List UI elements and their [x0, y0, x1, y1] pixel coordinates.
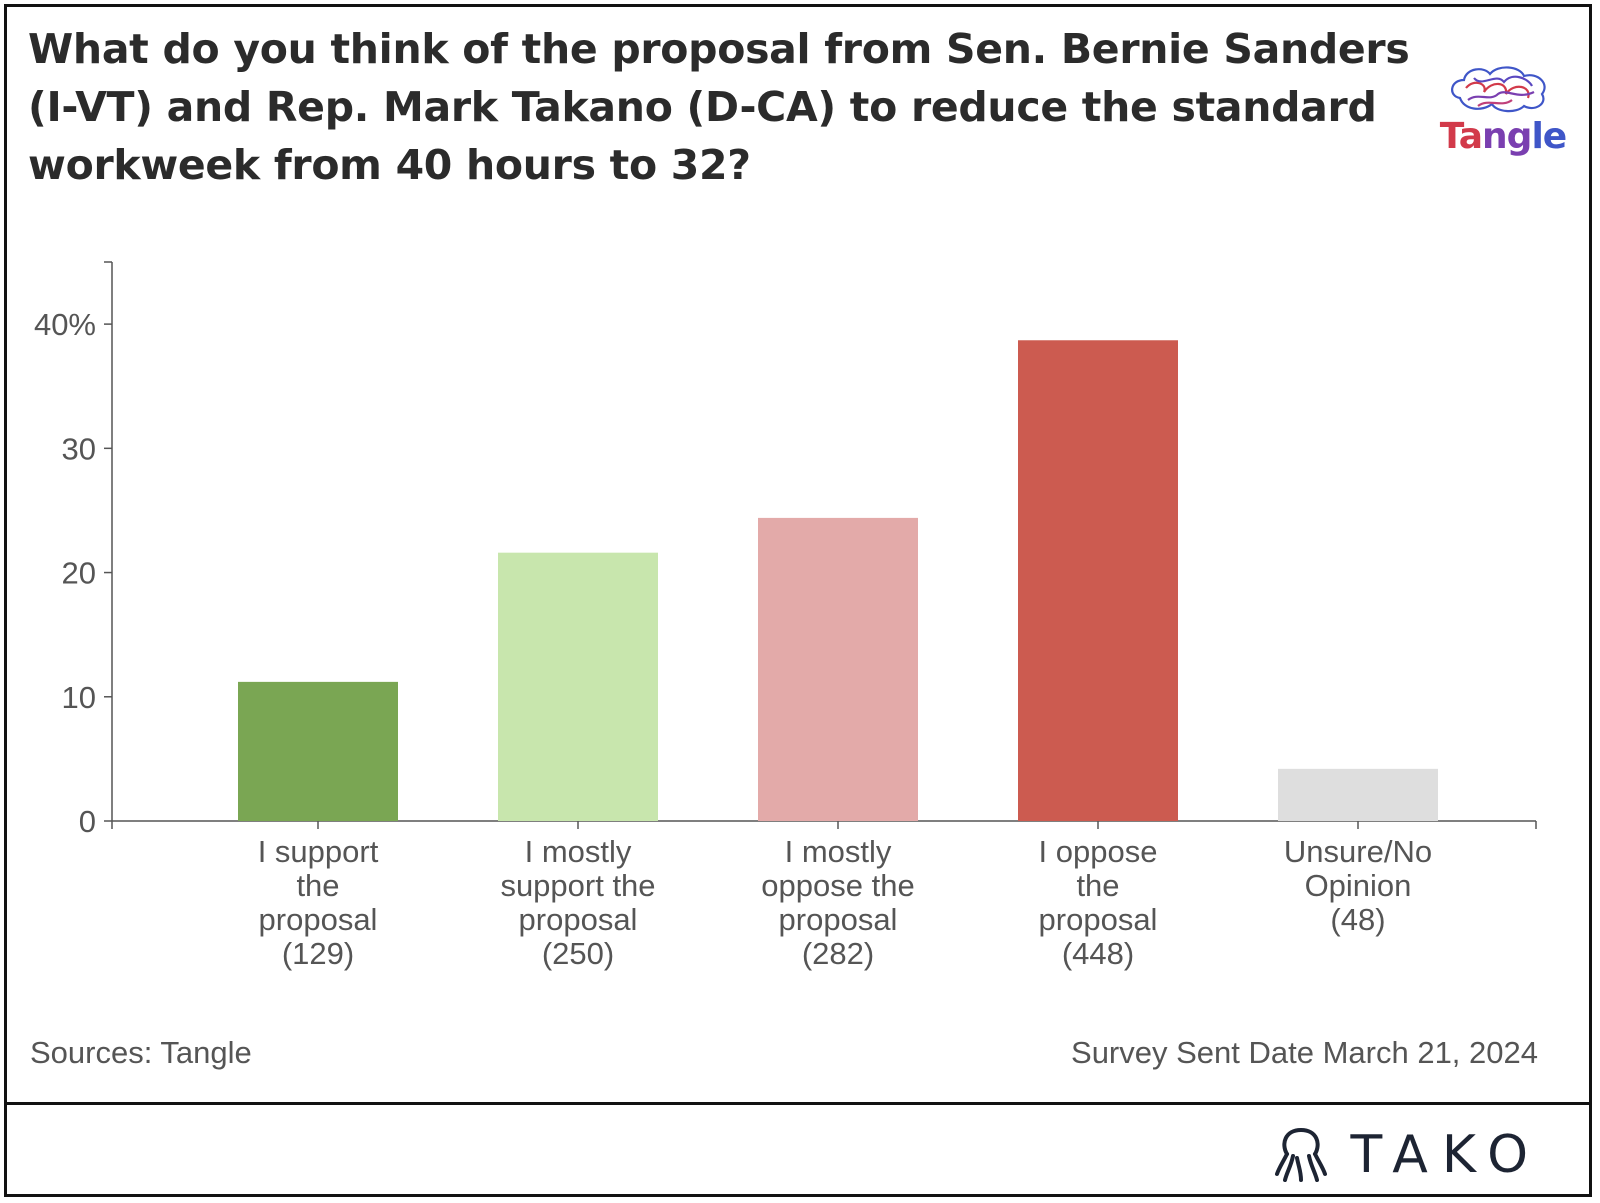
bar: [758, 517, 918, 821]
x-tick-label: Opinion: [1305, 868, 1412, 903]
x-tick-label: I mostly: [785, 834, 892, 869]
x-tick-label: (250): [542, 936, 614, 971]
x-tick-label: oppose the: [761, 868, 914, 903]
y-tick-label: 10: [62, 680, 96, 715]
x-tick-label: proposal: [1039, 902, 1158, 937]
tako-brand: TAKO: [1273, 1124, 1542, 1186]
y-tick-label: 20: [62, 556, 96, 591]
x-tick-label: (129): [282, 936, 354, 971]
title-line-3: workweek from 40 hours to 32?: [28, 141, 751, 189]
title-line-1: What do you think of the proposal from S…: [28, 25, 1410, 73]
y-tick-label: 30: [62, 431, 96, 466]
x-tick-label: proposal: [519, 902, 638, 937]
x-tick-label: Unsure/No: [1284, 834, 1432, 869]
x-tick-label: the: [296, 868, 339, 903]
x-tick-label: the: [1076, 868, 1119, 903]
survey-date: Survey Sent Date March 21, 2024: [1071, 1035, 1538, 1070]
x-tick-label: I mostly: [525, 834, 632, 869]
x-tick-label: I oppose: [1039, 834, 1158, 869]
x-tick-label: proposal: [779, 902, 898, 937]
y-tick-label: 40%: [34, 307, 96, 342]
chart-title: What do you think of the proposal from S…: [28, 20, 1410, 194]
bar: [1018, 340, 1178, 821]
logo-text: Tangle: [1439, 116, 1567, 157]
tako-wordmark: TAKO: [1350, 1125, 1542, 1185]
x-tick-label: proposal: [259, 902, 378, 937]
bar: [498, 552, 658, 821]
source-note: Sources: Tangle: [30, 1035, 252, 1070]
x-tick-label: (48): [1330, 902, 1385, 937]
bar: [1278, 768, 1438, 821]
bar: [238, 681, 398, 821]
octopus-icon: [1274, 1127, 1327, 1182]
footer-divider: [4, 1102, 1592, 1105]
title-line-2: (I-VT) and Rep. Mark Takano (D-CA) to re…: [28, 83, 1377, 131]
x-tick-label: (282): [802, 936, 874, 971]
brain-icon: [1451, 66, 1546, 113]
tangle-logo: Tangle: [1438, 58, 1568, 168]
x-tick-label: (448): [1062, 936, 1134, 971]
x-tick-label: I support: [258, 834, 379, 869]
x-tick-label: support the: [500, 868, 655, 903]
y-tick-label: 0: [79, 804, 96, 839]
